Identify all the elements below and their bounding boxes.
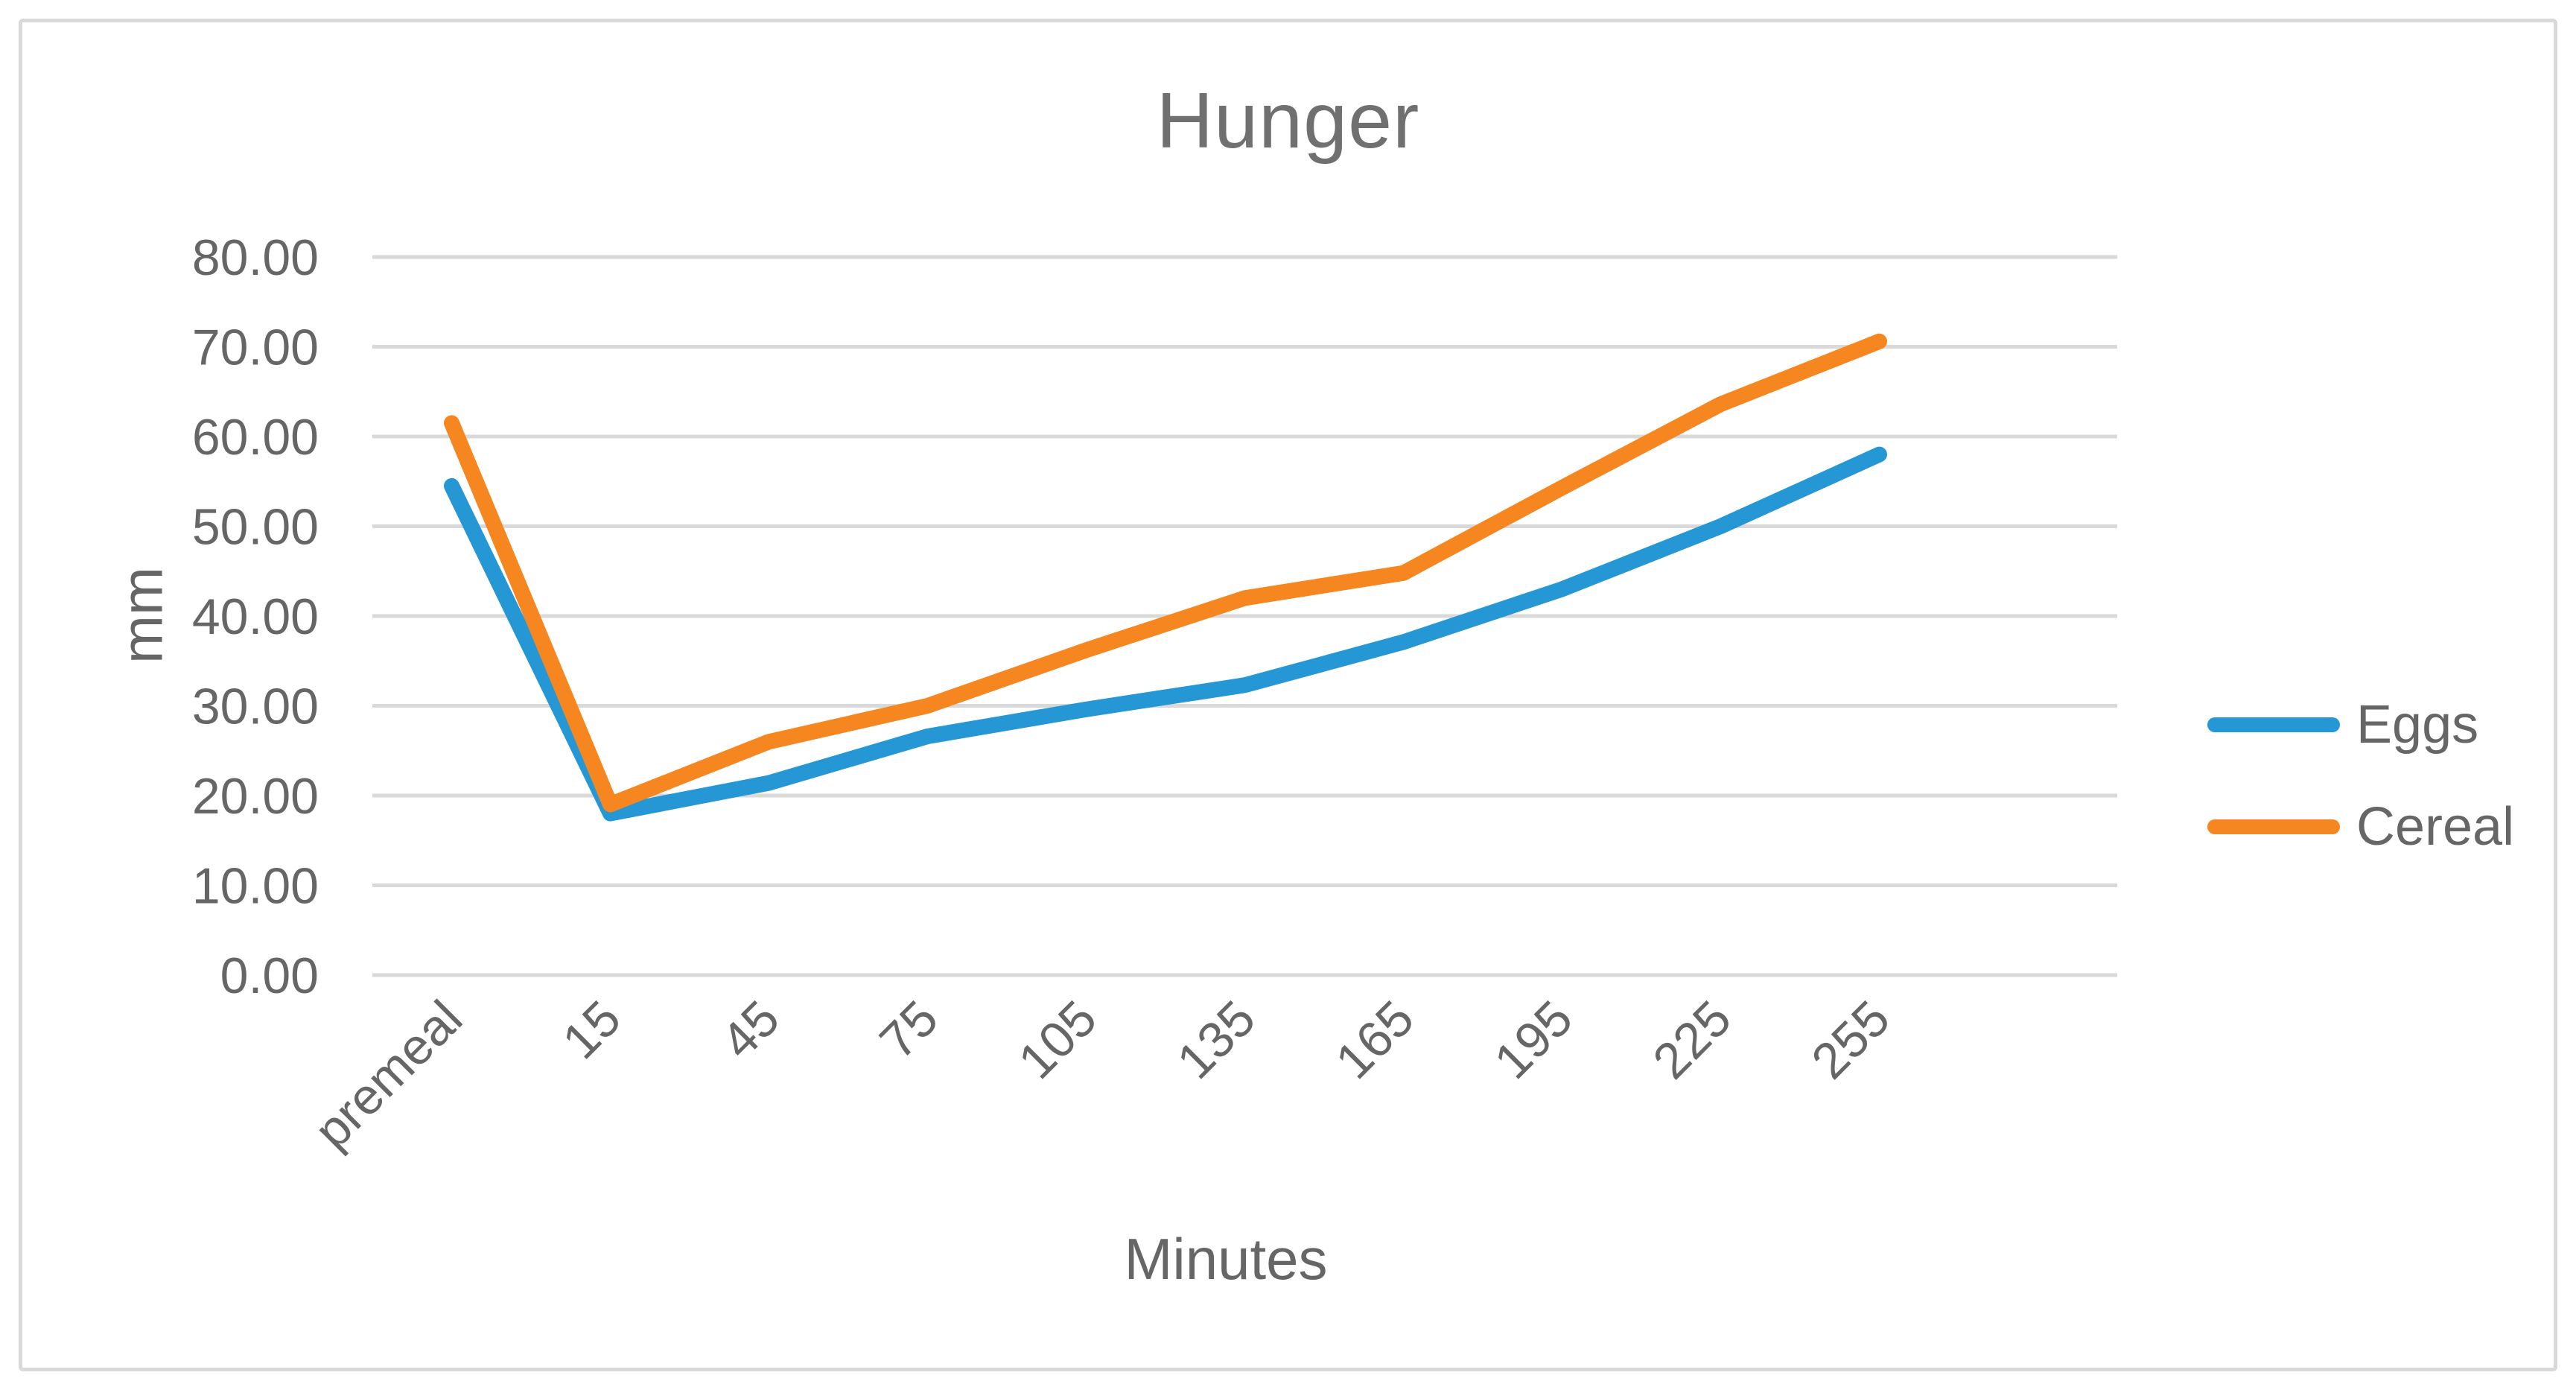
x-tick-label: 45 [710,990,790,1070]
legend-item-eggs: Eggs [2207,691,2478,758]
y-tick-label: 40.00 [192,588,319,645]
chart-border [19,19,2557,1371]
series-line-cereal [444,333,1887,813]
x-tick-label: 225 [1642,990,1742,1090]
y-axis-title: mm [109,567,175,664]
x-tick-label: 165 [1325,990,1425,1090]
y-axis-tick-labels: 0.00 10.00 20.00 30.00 40.00 50.00 60.00 70.00 8… [192,229,319,1004]
y-tick-label: 10.00 [192,858,319,915]
y-tick-label: 20.00 [192,768,319,825]
y-tick-label: 60.00 [192,409,319,466]
x-tick-label: 195 [1483,990,1583,1090]
x-tick-label: 75 [869,990,949,1070]
chart-title: Hunger [1156,77,1420,165]
x-tick-label: 105 [1008,990,1107,1090]
x-tick-label: premeal [304,990,473,1159]
x-axis-tick-labels: premeal 15 45 75 105 135 165 195 225 255 [304,990,1901,1159]
legend-label-eggs: Eggs [2356,695,2479,755]
legend-item-cereal: Cereal [2207,793,2514,860]
series-line-eggs [444,446,1887,822]
cereal-line-swatch-icon [2207,819,2340,834]
y-tick-label: 70.00 [192,320,319,376]
x-tick-label: 135 [1166,990,1266,1090]
legend-label-cereal: Cereal [2356,797,2515,857]
y-tick-label: 80.00 [192,229,319,286]
eggs-line-swatch-icon [2207,717,2340,732]
y-tick-label: 30.00 [192,679,319,735]
y-tick-label: 50.00 [192,499,319,556]
x-axis-title: Minutes [1124,1226,1328,1292]
x-tick-label: 255 [1801,990,1901,1090]
x-tick-label: 15 [552,990,632,1070]
series-lines [444,333,1887,822]
y-tick-label: 0.00 [220,948,319,1004]
gridlines [372,255,2117,977]
